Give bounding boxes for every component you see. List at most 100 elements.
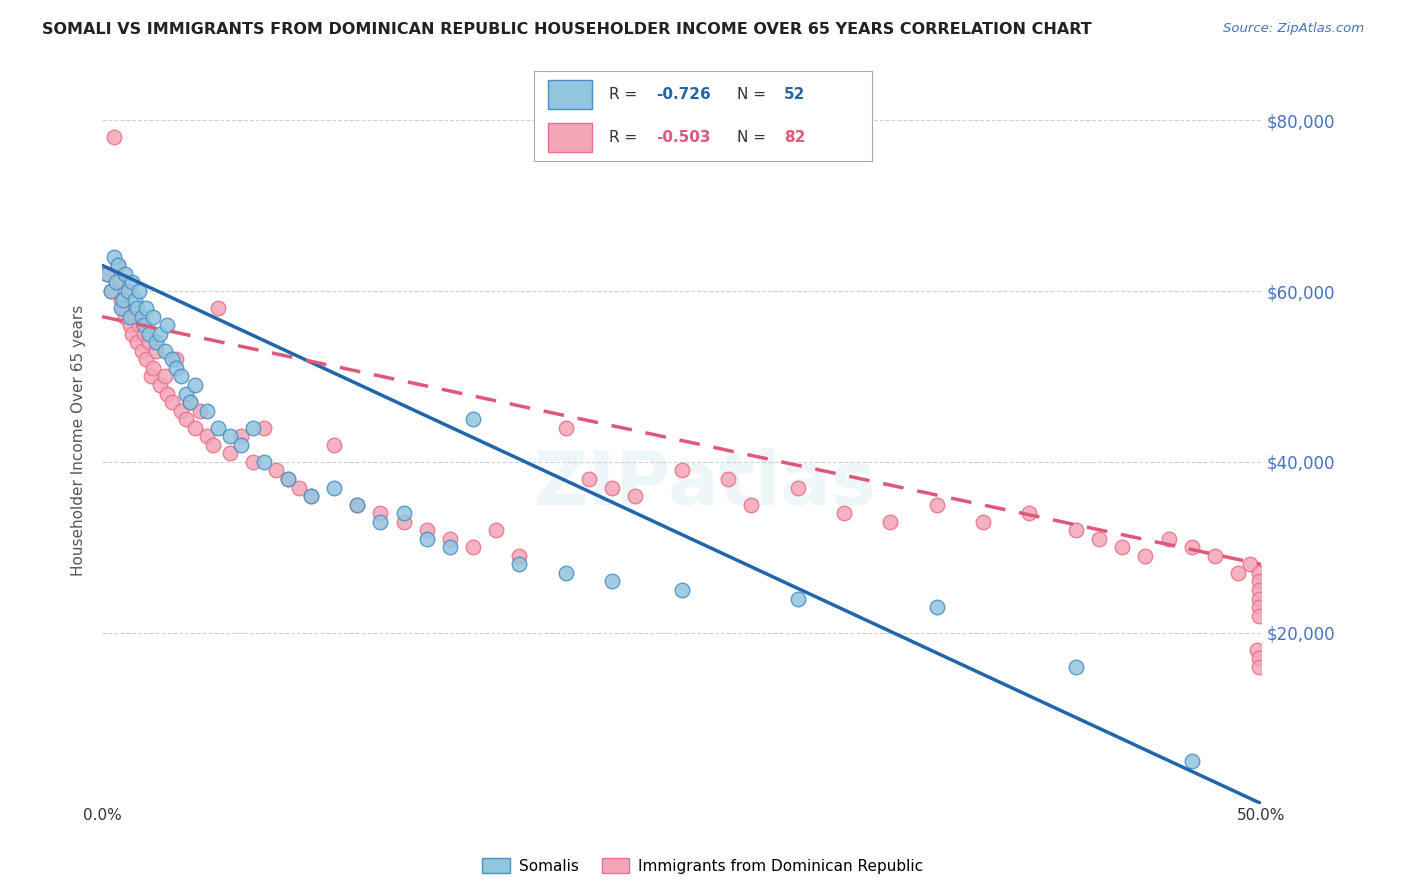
Point — [131, 310, 153, 324]
FancyBboxPatch shape — [548, 80, 592, 109]
Point — [323, 481, 346, 495]
Point — [105, 276, 128, 290]
Point — [1239, 558, 1261, 572]
Point — [153, 369, 176, 384]
Point — [299, 489, 322, 503]
Point — [118, 310, 141, 324]
Point — [277, 472, 299, 486]
Point — [671, 582, 693, 597]
Point — [1247, 582, 1270, 597]
Point — [139, 369, 162, 384]
Point — [1181, 754, 1204, 768]
Point — [231, 429, 253, 443]
Point — [125, 301, 148, 315]
Point — [128, 318, 150, 333]
Point — [112, 293, 135, 307]
Point — [370, 506, 392, 520]
Point — [600, 481, 623, 495]
Point — [160, 352, 183, 367]
Point — [972, 515, 994, 529]
Point — [671, 463, 693, 477]
Point — [124, 310, 146, 324]
Point — [132, 326, 155, 341]
Point — [578, 472, 600, 486]
Point — [125, 335, 148, 350]
Point — [1247, 608, 1270, 623]
Text: N =: N = — [737, 130, 770, 145]
Point — [461, 541, 484, 555]
Point — [1247, 660, 1270, 674]
Text: ZIPatlas: ZIPatlas — [534, 448, 876, 521]
Point — [242, 455, 264, 469]
Point — [439, 532, 461, 546]
Point — [508, 549, 530, 563]
Point — [264, 463, 287, 477]
FancyBboxPatch shape — [548, 123, 592, 152]
Point — [1181, 541, 1204, 555]
Point — [145, 335, 167, 350]
Point — [179, 395, 201, 409]
Point — [600, 574, 623, 589]
Point — [207, 301, 229, 315]
Point — [135, 301, 157, 315]
Text: R =: R = — [609, 87, 641, 102]
Point — [128, 284, 150, 298]
Point — [103, 130, 125, 145]
Point — [110, 293, 132, 307]
Point — [346, 498, 368, 512]
Point — [112, 301, 135, 315]
Point — [132, 318, 155, 333]
Point — [121, 276, 143, 290]
Point — [253, 421, 276, 435]
Point — [277, 472, 299, 486]
Point — [218, 446, 240, 460]
Point — [288, 481, 311, 495]
Point — [1227, 566, 1250, 580]
Point — [485, 523, 508, 537]
Point — [299, 489, 322, 503]
Point — [439, 541, 461, 555]
Point — [165, 352, 187, 367]
Point — [170, 369, 193, 384]
Legend: Somalis, Immigrants from Dominican Republic: Somalis, Immigrants from Dominican Repub… — [477, 852, 929, 880]
Point — [188, 403, 211, 417]
Point — [1246, 643, 1268, 657]
Point — [832, 506, 855, 520]
Point — [1247, 574, 1270, 589]
Text: -0.726: -0.726 — [655, 87, 710, 102]
Point — [717, 472, 740, 486]
Point — [170, 403, 193, 417]
Point — [110, 301, 132, 315]
Point — [149, 378, 172, 392]
Point — [195, 403, 218, 417]
Point — [174, 386, 197, 401]
Point — [107, 259, 129, 273]
Text: 52: 52 — [785, 87, 806, 102]
Point — [124, 293, 146, 307]
Point — [96, 267, 118, 281]
Point — [174, 412, 197, 426]
Point — [142, 360, 165, 375]
Point — [117, 284, 139, 298]
Point — [218, 429, 240, 443]
Text: -0.503: -0.503 — [655, 130, 710, 145]
Point — [1157, 532, 1180, 546]
Point — [1247, 600, 1270, 615]
Point — [1111, 541, 1133, 555]
Point — [554, 566, 576, 580]
Point — [156, 386, 179, 401]
Point — [370, 515, 392, 529]
Point — [416, 532, 439, 546]
Point — [1018, 506, 1040, 520]
Point — [1247, 566, 1270, 580]
Point — [392, 506, 415, 520]
Point — [242, 421, 264, 435]
Text: SOMALI VS IMMIGRANTS FROM DOMINICAN REPUBLIC HOUSEHOLDER INCOME OVER 65 YEARS CO: SOMALI VS IMMIGRANTS FROM DOMINICAN REPU… — [42, 22, 1092, 37]
Point — [554, 421, 576, 435]
Point — [184, 378, 207, 392]
Point — [165, 360, 187, 375]
Point — [1088, 532, 1111, 546]
Point — [135, 352, 157, 367]
Point — [1204, 549, 1226, 563]
Text: N =: N = — [737, 87, 770, 102]
